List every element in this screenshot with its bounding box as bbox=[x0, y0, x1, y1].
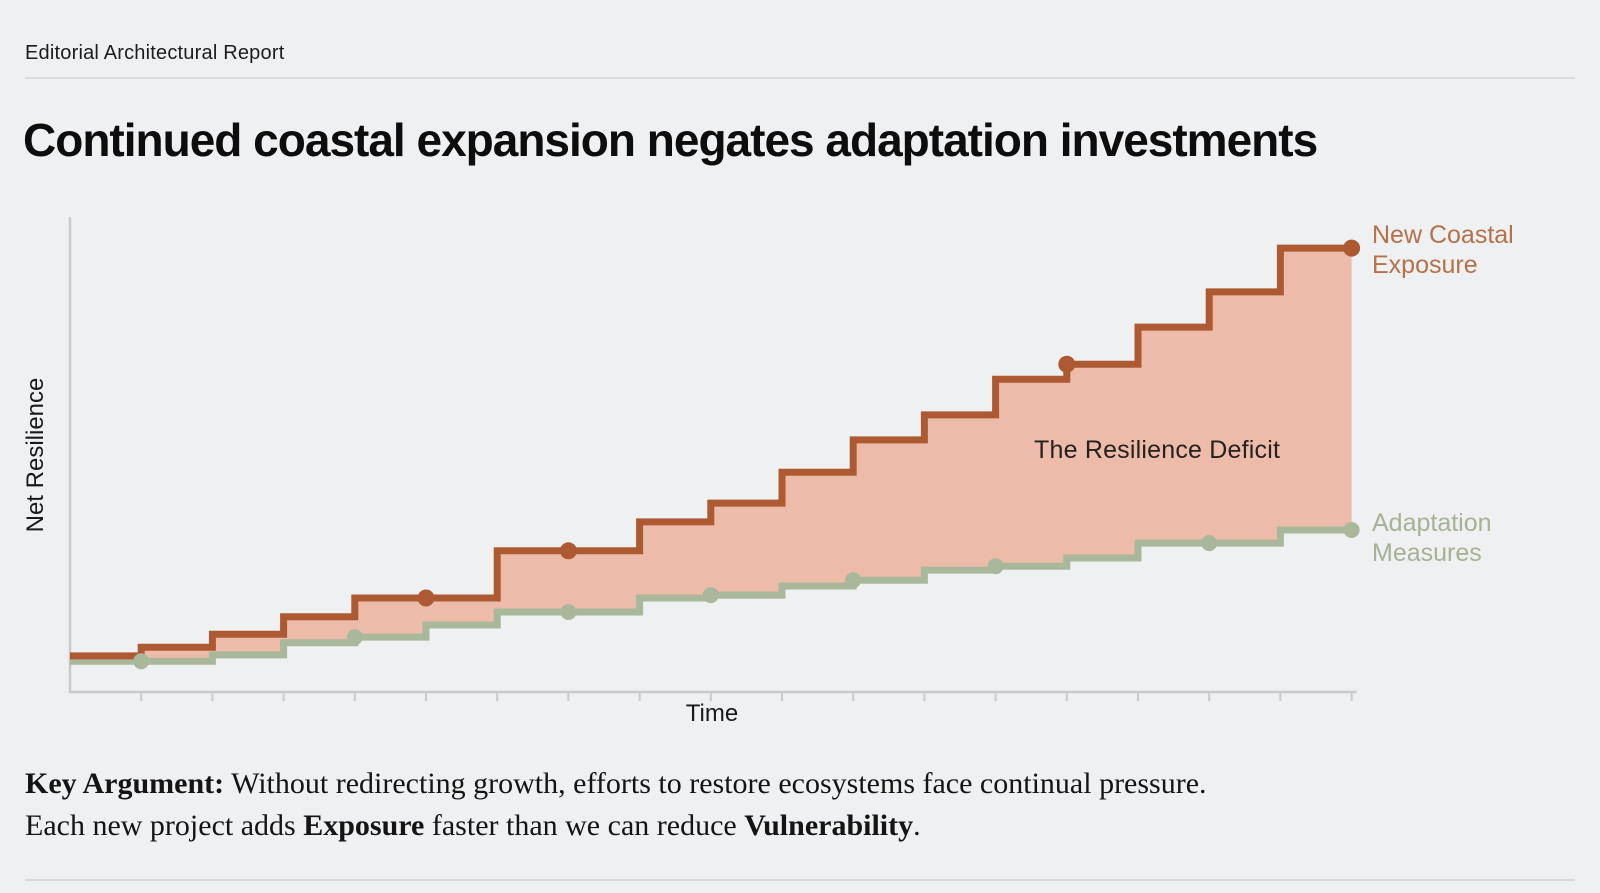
key-argument-line2-mid: faster than we can reduce bbox=[424, 809, 745, 842]
series-label-adaptation-measures: Adaptation Measures bbox=[1372, 509, 1492, 567]
key-argument-bold-exposure: Exposure bbox=[303, 809, 425, 842]
x-axis-ticks bbox=[140, 692, 1353, 701]
adaptation-marker bbox=[702, 587, 719, 604]
y-axis-label: Net Resilience bbox=[22, 377, 49, 533]
adaptation-marker bbox=[1343, 522, 1360, 538]
exposure-step-line bbox=[70, 244, 1352, 660]
adaptation-marker bbox=[1201, 535, 1218, 552]
exposure-marker bbox=[417, 589, 435, 607]
key-argument-line1: Without redirecting growth, efforts to r… bbox=[224, 767, 1207, 800]
footer-divider bbox=[25, 879, 1575, 881]
key-argument-lead: Key Argument: bbox=[25, 767, 225, 800]
adaptation-marker bbox=[560, 604, 577, 620]
key-argument-text: Key Argument: Without redirecting growth… bbox=[25, 763, 1585, 847]
deficit-annotation: The Resilience Deficit bbox=[1034, 436, 1281, 464]
adaptation-marker bbox=[845, 572, 862, 589]
series-label-new-coastal-exposure: New Coastal Exposure bbox=[1372, 221, 1514, 279]
adaptation-marker bbox=[133, 653, 150, 670]
exposure-marker bbox=[1343, 239, 1361, 257]
chart-axes bbox=[68, 217, 1357, 694]
adaptation-marker bbox=[987, 558, 1004, 575]
resilience-deficit-area bbox=[70, 248, 1352, 662]
exposure-marker bbox=[1058, 355, 1076, 373]
key-argument-line2-pre: Each new project adds bbox=[25, 809, 304, 842]
key-argument-bold-vulnerability: Vulnerability bbox=[744, 809, 914, 842]
key-argument-line2-end: . bbox=[913, 809, 921, 842]
x-axis-label: Time bbox=[685, 700, 739, 727]
report-kicker: Editorial Architectural Report bbox=[25, 42, 285, 64]
adaptation-marker bbox=[346, 629, 363, 646]
header-divider bbox=[25, 77, 1575, 79]
page-title: Continued coastal expansion negates adap… bbox=[23, 114, 1318, 166]
exposure-marker bbox=[559, 542, 577, 560]
